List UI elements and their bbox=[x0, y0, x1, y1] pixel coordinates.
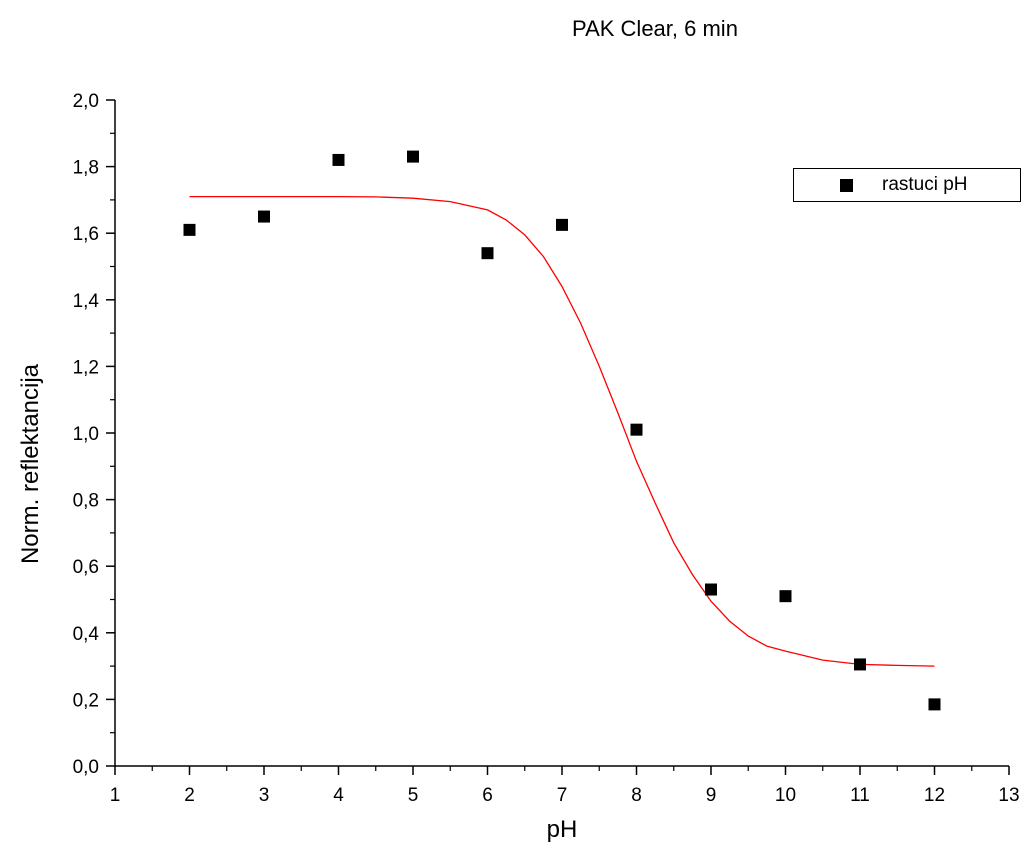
y-tick-label: 1,4 bbox=[73, 291, 100, 312]
x-tick-label: 5 bbox=[408, 785, 419, 806]
data-point bbox=[854, 658, 866, 671]
x-tick-label: 10 bbox=[775, 785, 796, 806]
y-tick-label: 1,6 bbox=[73, 224, 99, 245]
x-tick-label: 3 bbox=[259, 785, 270, 806]
x-tick-label: 4 bbox=[333, 785, 344, 806]
x-axis-label: pH bbox=[546, 816, 578, 843]
x-tick-label: 11 bbox=[850, 785, 870, 806]
y-tick-label: 0,6 bbox=[73, 557, 99, 578]
x-tick-label: 7 bbox=[557, 785, 568, 806]
data-point bbox=[779, 590, 792, 603]
y-axis-label: Norm. reflektancija bbox=[17, 363, 44, 565]
y-tick-label: 1,0 bbox=[73, 424, 99, 445]
x-tick-label: 8 bbox=[631, 785, 642, 806]
data-point bbox=[258, 210, 270, 223]
y-tick-label: 1,8 bbox=[73, 158, 99, 179]
data-point bbox=[556, 218, 568, 231]
x-tick-label: 13 bbox=[998, 785, 1019, 806]
data-point bbox=[332, 153, 345, 166]
legend: rastuci pH bbox=[793, 168, 1021, 202]
x-tick-label: 12 bbox=[924, 785, 945, 806]
x-tick-label: 1 bbox=[110, 785, 121, 806]
y-tick-label: 0,2 bbox=[73, 690, 99, 711]
y-tick-label: 1,2 bbox=[73, 357, 99, 378]
chart-title: PAK Clear, 6 min bbox=[572, 16, 738, 41]
y-tick-label: 0,4 bbox=[73, 624, 100, 645]
data-point bbox=[407, 150, 419, 163]
y-tick-label: 2,0 bbox=[73, 91, 99, 112]
legend-marker-square bbox=[840, 179, 853, 192]
data-point bbox=[481, 247, 494, 260]
x-tick-label: 2 bbox=[184, 785, 195, 806]
legend-label: rastuci pH bbox=[882, 174, 968, 195]
y-tick-label: 0,8 bbox=[73, 491, 99, 512]
data-point bbox=[705, 583, 717, 596]
x-tick-label: 9 bbox=[706, 785, 717, 806]
fit-curve bbox=[189, 195, 935, 667]
data-point bbox=[183, 223, 196, 236]
data-point bbox=[630, 423, 643, 436]
y-tick-label: 0,0 bbox=[73, 757, 99, 778]
data-point bbox=[928, 698, 941, 711]
x-tick-label: 6 bbox=[482, 785, 493, 806]
